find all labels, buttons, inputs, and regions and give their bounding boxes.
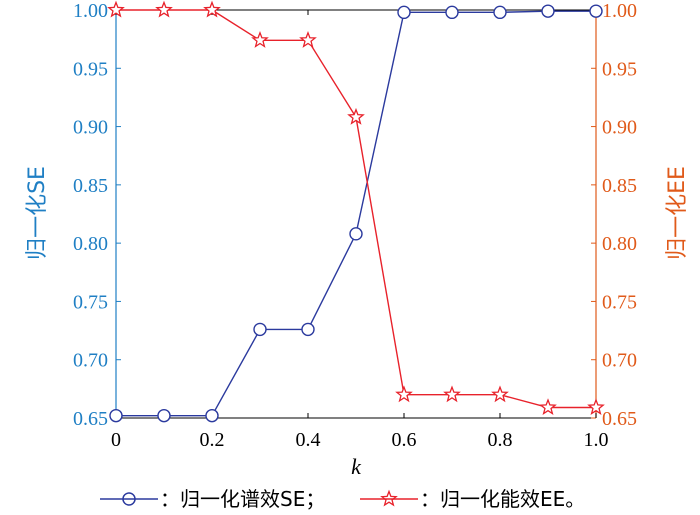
y-tick-label-left: 0.80 bbox=[73, 233, 108, 255]
x-tick-label: 0.4 bbox=[296, 429, 321, 451]
data-point-star bbox=[203, 0, 221, 18]
data-point-circle bbox=[205, 408, 219, 423]
y-tick-label-right: 1.00 bbox=[602, 0, 637, 22]
y-tick-label-left: 0.75 bbox=[73, 291, 108, 313]
data-point-circle bbox=[493, 5, 507, 20]
series-ee bbox=[107, 0, 605, 416]
data-point-star bbox=[155, 0, 173, 18]
y-tick-labels-right: 0.65 0.70 0.75 0.80 0.85 0.90 0.95 1.00 bbox=[602, 0, 637, 430]
series-line bbox=[116, 10, 596, 417]
data-point-star bbox=[491, 385, 509, 403]
y-tick-label-right: 0.95 bbox=[602, 58, 637, 80]
y-tick-label-left: 0.95 bbox=[73, 58, 108, 80]
data-point-circle bbox=[157, 408, 171, 423]
series-layer bbox=[107, 0, 605, 423]
y-tick-label-right: 0.75 bbox=[602, 291, 637, 313]
data-point-circle bbox=[397, 5, 411, 20]
data-point-star bbox=[395, 385, 413, 403]
data-point-circle bbox=[301, 322, 315, 337]
axis-ticks bbox=[115, 9, 597, 419]
legend-label-ee: ：归一化能效EE。 bbox=[420, 487, 585, 511]
data-point-circle bbox=[589, 4, 603, 18]
data-point-star bbox=[587, 398, 605, 416]
y-tick-label-left: 0.85 bbox=[73, 175, 108, 197]
y-tick-label-right: 0.90 bbox=[602, 117, 637, 139]
data-point-star bbox=[539, 398, 557, 416]
y-tick-label-right: 0.80 bbox=[602, 233, 637, 255]
y-tick-label-right: 0.70 bbox=[602, 350, 637, 372]
data-point-circle bbox=[541, 4, 555, 18]
y-tick-label-left: 0.90 bbox=[73, 117, 108, 139]
y-tick-label-left: 0.65 bbox=[73, 408, 108, 430]
x-tick-label: 0.6 bbox=[392, 429, 417, 451]
data-point-star bbox=[107, 0, 125, 18]
y-tick-label-right: 0.85 bbox=[602, 175, 637, 197]
x-tick-label: 0.8 bbox=[488, 429, 513, 451]
y-axis-label-left: 归一化SE bbox=[25, 166, 50, 260]
data-point-star bbox=[251, 30, 269, 48]
data-point-star bbox=[299, 30, 317, 48]
data-point-star bbox=[443, 385, 461, 403]
series-se bbox=[109, 4, 603, 423]
legend-marker-se bbox=[122, 492, 136, 506]
x-tick-labels: 0 0.2 0.4 0.6 0.8 1.0 bbox=[111, 429, 609, 451]
x-tick-label: 1.0 bbox=[584, 429, 609, 451]
series-line bbox=[116, 9, 596, 409]
y-tick-label-left: 0.70 bbox=[73, 350, 108, 372]
data-point-circle bbox=[349, 227, 363, 241]
x-tick-label: 0.2 bbox=[200, 429, 225, 451]
data-point-circle bbox=[253, 322, 267, 337]
x-axis-label: k bbox=[351, 454, 362, 479]
y-tick-label-left: 1.00 bbox=[73, 0, 108, 22]
y-tick-label-right: 0.65 bbox=[602, 408, 637, 430]
x-tick-label: 0 bbox=[111, 429, 121, 451]
y-axis-label-right: 归一化EE bbox=[665, 166, 690, 260]
legend: ：归一化谱效SE； ：归一化能效EE。 bbox=[100, 487, 585, 511]
data-point-circle bbox=[445, 5, 459, 20]
legend-marker-ee bbox=[380, 489, 398, 507]
legend-label-se: ：归一化谱效SE； bbox=[160, 487, 325, 511]
plot-frame bbox=[115, 9, 597, 419]
data-point-circle bbox=[109, 408, 123, 423]
data-point-star bbox=[347, 107, 365, 125]
y-tick-labels-left: 0.65 0.70 0.75 0.80 0.85 0.90 0.95 1.00 bbox=[73, 0, 108, 430]
